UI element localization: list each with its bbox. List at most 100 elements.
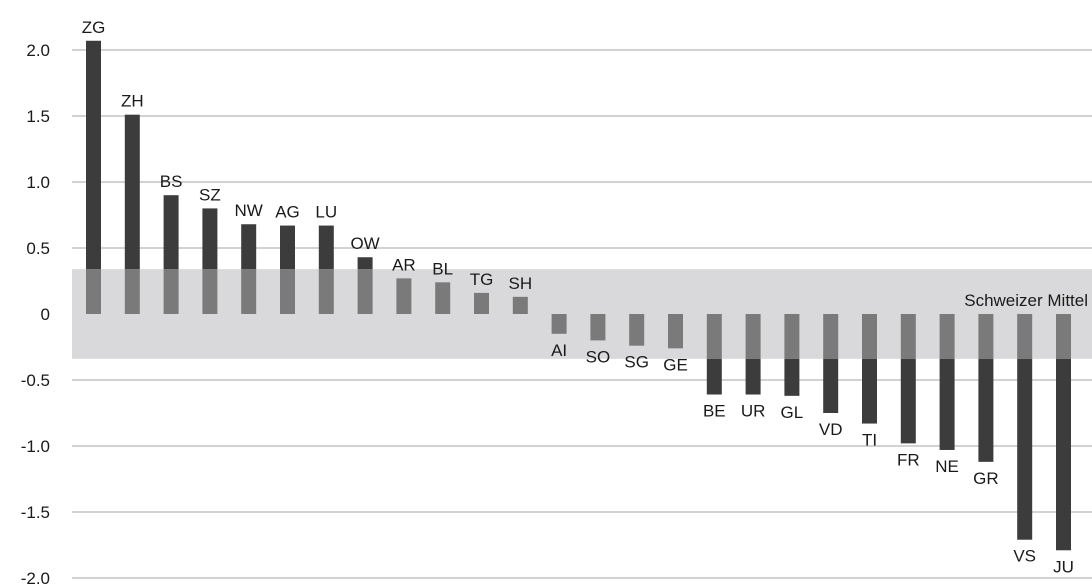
- y-tick-label: -1.0: [21, 437, 50, 456]
- bar-segment-inside-band: [163, 269, 179, 314]
- bar-segment-inside-band: [318, 269, 334, 314]
- bar-segment-inside-band: [551, 314, 567, 334]
- bar-segment-inside-band: [706, 314, 722, 359]
- bar-bl: [435, 282, 451, 314]
- category-label-ag: AG: [275, 203, 300, 222]
- bar-segment-outside-band: [1017, 358, 1033, 540]
- y-axis-tick-labels: 2.0 1.5 1.0 0.5 0 -0.5 -1.0 -1.5 -2.0: [21, 41, 50, 588]
- bar-segment-inside-band: [396, 278, 412, 314]
- bar-segment-inside-band: [357, 269, 373, 314]
- category-label-nw: NW: [235, 201, 263, 220]
- category-label-ge: GE: [663, 355, 688, 374]
- bar-segment-inside-band: [280, 269, 295, 314]
- bar-gl: [784, 314, 800, 396]
- bar-so: [590, 314, 606, 341]
- bar-segment-inside-band: [474, 292, 489, 314]
- bar-segment-outside-band: [241, 224, 257, 270]
- bar-ti: [862, 314, 877, 424]
- bar-vs: [1017, 314, 1033, 540]
- bar-segment-outside-band: [124, 114, 140, 270]
- y-tick-label: -2.0: [21, 569, 50, 588]
- bar-ai: [551, 314, 567, 334]
- bar-fr: [900, 314, 916, 444]
- bar-ge: [668, 314, 683, 349]
- bar-segment-inside-band: [86, 269, 101, 314]
- y-tick-label: 1.0: [26, 173, 50, 192]
- bar-segment-inside-band: [823, 314, 839, 359]
- bar-segment-outside-band: [784, 358, 800, 396]
- bar-segment-inside-band: [784, 314, 800, 359]
- bar-segment-outside-band: [823, 358, 839, 413]
- bar-segment-outside-band: [862, 358, 877, 424]
- bar-ne: [939, 314, 955, 450]
- category-label-be: BE: [703, 402, 726, 421]
- bar-segment-outside-band: [357, 257, 373, 270]
- bar-segment-outside-band: [745, 358, 761, 395]
- category-label-ti: TI: [862, 431, 877, 450]
- bar-segment-inside-band: [512, 296, 528, 314]
- bar-segment-outside-band: [163, 195, 179, 270]
- category-label-so: SO: [586, 347, 611, 366]
- bar-lu: [318, 225, 334, 314]
- average-band: [72, 269, 1092, 359]
- category-label-zh: ZH: [121, 92, 144, 111]
- category-labels: ZG ZH BS SZ NW AG LU OW AR BL TG SH AI SO SG GE BE UR GL VD…: [82, 18, 1074, 577]
- bar-segment-outside-band: [706, 358, 722, 395]
- bar-segment-inside-band: [241, 269, 257, 314]
- bar-segment-inside-band: [629, 314, 645, 346]
- bar-segment-outside-band: [1056, 358, 1071, 551]
- bar-segment-outside-band: [86, 40, 101, 270]
- category-label-sz: SZ: [199, 185, 221, 204]
- y-tick-label: 0.5: [26, 239, 50, 258]
- bar-vd: [823, 314, 839, 413]
- bar-segment-outside-band: [939, 358, 955, 450]
- bar-sz: [202, 208, 218, 314]
- bar-nw: [241, 224, 257, 314]
- category-label-bs: BS: [160, 172, 183, 191]
- y-tick-label: -0.5: [21, 371, 50, 390]
- y-tick-label: 0: [41, 305, 50, 324]
- bar-ag: [280, 225, 295, 314]
- y-tick-label: 2.0: [26, 41, 50, 60]
- bar-segment-outside-band: [978, 358, 994, 462]
- bar-segment-inside-band: [202, 269, 218, 314]
- category-label-vs: VS: [1013, 547, 1036, 566]
- category-label-ow: OW: [350, 234, 379, 253]
- bar-segment-inside-band: [124, 269, 140, 314]
- category-label-ur: UR: [741, 402, 766, 421]
- bar-segment-inside-band: [1017, 314, 1033, 359]
- bar-segment-inside-band: [745, 314, 761, 359]
- category-label-ju: JU: [1053, 557, 1074, 576]
- category-label-ne: NE: [935, 457, 959, 476]
- category-label-sh: SH: [508, 274, 532, 293]
- bar-ju: [1056, 314, 1071, 551]
- category-label-zg: ZG: [82, 18, 106, 37]
- category-label-sg: SG: [624, 353, 649, 372]
- bar-segment-outside-band: [900, 358, 916, 444]
- category-label-vd: VD: [819, 420, 843, 439]
- bar-segment-inside-band: [939, 314, 955, 359]
- bar-sg: [629, 314, 645, 346]
- bar-ow: [357, 257, 373, 314]
- bar-segment-inside-band: [668, 314, 683, 349]
- bar-zh: [124, 114, 140, 314]
- bar-segment-outside-band: [280, 225, 295, 270]
- bar-bs: [163, 195, 179, 314]
- bar-segment-inside-band: [978, 314, 994, 359]
- category-label-tg: TG: [470, 270, 494, 289]
- category-label-bl: BL: [432, 259, 453, 278]
- bar-ur: [745, 314, 761, 395]
- average-band-label: Schweizer Mittel: [964, 291, 1088, 310]
- category-label-gr: GR: [973, 469, 999, 488]
- bar-gr: [978, 314, 994, 462]
- bar-ar: [396, 278, 412, 314]
- bar-segment-inside-band: [590, 314, 606, 341]
- bar-segment-inside-band: [862, 314, 877, 359]
- bar-segment-inside-band: [900, 314, 916, 359]
- category-label-gl: GL: [781, 403, 804, 422]
- bar-be: [706, 314, 722, 395]
- bar-segment-inside-band: [435, 282, 451, 314]
- category-label-lu: LU: [315, 203, 337, 222]
- bar-segment-outside-band: [202, 208, 218, 270]
